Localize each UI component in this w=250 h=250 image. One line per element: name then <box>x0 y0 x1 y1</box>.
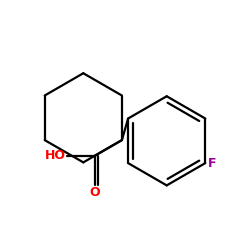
Text: O: O <box>89 186 100 199</box>
Text: F: F <box>208 156 216 170</box>
Text: HO: HO <box>45 150 66 162</box>
